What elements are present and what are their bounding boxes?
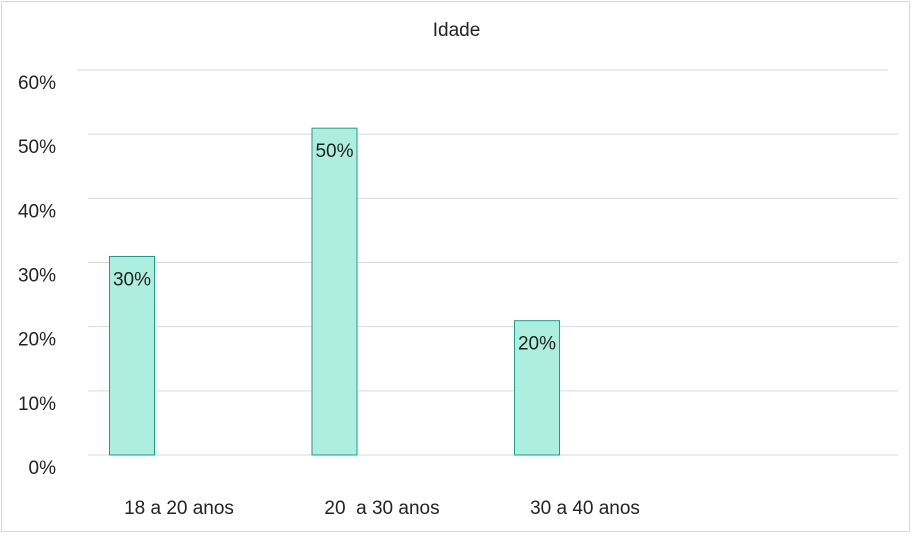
y-tick-label: 0% <box>29 458 57 479</box>
bar <box>109 256 155 456</box>
x-axis-category-labels: 18 a 20 anos 20 a 30 anos 30 a 40 anos <box>124 498 640 519</box>
bar <box>514 320 560 456</box>
bar <box>311 127 358 456</box>
y-tick-label: 20% <box>18 330 56 351</box>
y-tick-label: 10% <box>18 394 56 415</box>
y-tick-label: 60% <box>18 73 56 94</box>
x-category-label: 30 a 40 anos <box>530 498 640 519</box>
data-label: 20% <box>518 334 556 355</box>
chart-title: Idade <box>432 20 481 41</box>
gridlines <box>77 69 898 456</box>
data-labels: 30% 50% 20% <box>113 141 556 354</box>
y-tick-label: 40% <box>18 201 56 222</box>
data-label: 50% <box>315 141 353 162</box>
x-category-label: 18 a 20 anos <box>124 498 234 519</box>
y-tick-label: 30% <box>18 266 56 287</box>
bars <box>109 127 560 456</box>
y-tick-label: 50% <box>18 137 56 158</box>
x-category-label: 20 a 30 anos <box>324 498 439 519</box>
y-axis-tick-labels: 0% 10% 20% 30% 40% 50% 60% <box>18 73 56 479</box>
data-label: 30% <box>113 270 151 291</box>
